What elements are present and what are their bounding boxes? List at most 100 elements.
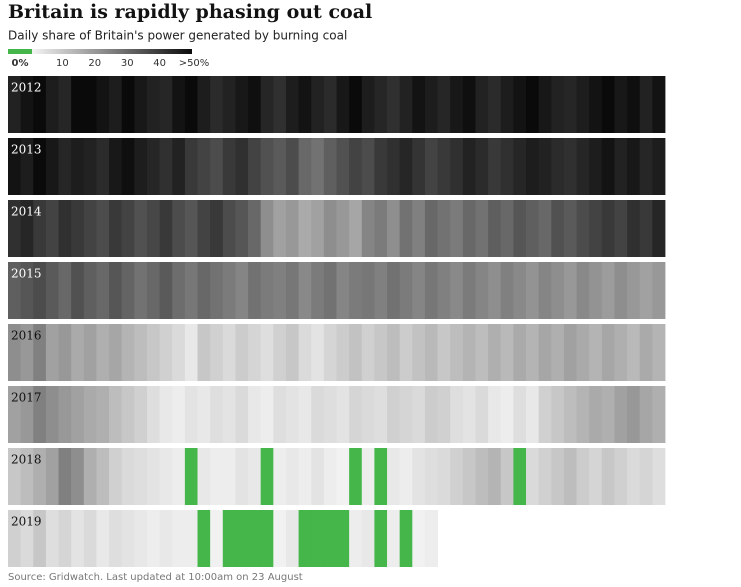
day-cell — [563, 262, 577, 319]
day-cell — [96, 448, 110, 505]
day-cell — [538, 386, 552, 443]
day-cell — [576, 386, 590, 443]
day-cell — [184, 200, 198, 257]
day-cell — [551, 386, 565, 443]
day-cell — [601, 76, 615, 133]
year-label: 2016 — [11, 329, 42, 343]
day-cell — [146, 200, 161, 257]
day-cell — [273, 510, 287, 567]
day-cell — [248, 448, 262, 505]
day-cell — [475, 448, 489, 505]
day-cell — [488, 200, 502, 257]
day-cell — [462, 76, 476, 133]
day-cell — [210, 76, 224, 133]
day-cell — [475, 138, 489, 195]
day-cell — [589, 324, 603, 381]
day-cell — [424, 76, 438, 133]
day-cell — [412, 324, 426, 381]
day-cell — [563, 200, 577, 257]
day-cell — [361, 324, 375, 381]
day-cell — [349, 324, 363, 381]
day-cell — [323, 138, 337, 195]
day-cell — [614, 386, 628, 443]
day-cell — [8, 510, 22, 567]
day-cell — [639, 448, 653, 505]
day-cell — [538, 262, 552, 319]
day-cell — [627, 200, 641, 257]
day-cell — [8, 448, 22, 505]
day-cell — [614, 448, 628, 505]
day-cell — [349, 386, 363, 443]
day-cell — [538, 76, 552, 133]
day-cell — [627, 386, 641, 443]
day-cell — [462, 262, 476, 319]
day-cell — [475, 200, 489, 257]
day-cell — [450, 76, 464, 133]
day-cell — [260, 510, 274, 567]
day-cell — [109, 324, 123, 381]
day-cell — [298, 510, 312, 567]
day-cell — [298, 448, 312, 505]
day-cell — [601, 138, 615, 195]
day-cell — [20, 448, 34, 505]
day-cell — [45, 448, 59, 505]
day-cell — [159, 324, 173, 381]
day-cell — [374, 448, 388, 505]
day-cell — [387, 510, 401, 567]
day-cell — [323, 510, 337, 567]
day-cell — [159, 76, 173, 133]
day-cell — [627, 262, 641, 319]
day-cell — [551, 138, 565, 195]
day-cell — [601, 386, 615, 443]
day-cell — [71, 262, 85, 319]
day-cell — [134, 386, 148, 443]
day-cell — [83, 386, 97, 443]
day-cell — [488, 386, 502, 443]
day-cell — [500, 262, 514, 319]
day-cell — [45, 200, 59, 257]
day-cell — [500, 386, 514, 443]
day-cell — [33, 386, 47, 443]
day-cell — [248, 138, 262, 195]
day-cell — [20, 386, 34, 443]
day-cell — [500, 324, 514, 381]
day-cell — [197, 510, 211, 567]
day-cell — [488, 138, 502, 195]
day-cell — [172, 138, 186, 195]
day-cell — [172, 200, 186, 257]
day-cell — [109, 510, 123, 567]
day-cell — [96, 386, 110, 443]
day-cell — [349, 200, 363, 257]
day-cell — [33, 76, 47, 133]
day-cell — [134, 510, 148, 567]
day-cell — [248, 386, 262, 443]
day-cell — [601, 262, 615, 319]
day-cell — [399, 448, 413, 505]
day-cell — [462, 386, 476, 443]
day-cell — [33, 448, 47, 505]
day-cell — [513, 324, 527, 381]
day-cell — [109, 76, 123, 133]
day-cell — [488, 76, 502, 133]
day-cell — [311, 386, 325, 443]
day-cell — [172, 76, 186, 133]
day-cell — [639, 386, 653, 443]
day-cell — [349, 138, 363, 195]
day-cell — [323, 448, 337, 505]
day-cell — [83, 262, 97, 319]
day-cell — [96, 510, 110, 567]
day-cell — [412, 510, 426, 567]
day-cell — [45, 76, 59, 133]
day-cell — [235, 138, 249, 195]
day-cell — [197, 138, 211, 195]
day-cell — [450, 138, 464, 195]
day-cell — [58, 262, 72, 319]
day-cell — [109, 138, 123, 195]
day-cell — [45, 262, 59, 319]
day-cell — [336, 262, 350, 319]
day-cell — [589, 262, 603, 319]
day-cell — [172, 386, 186, 443]
day-cell — [323, 324, 337, 381]
year-label: 2015 — [11, 267, 42, 281]
day-cell — [109, 200, 123, 257]
